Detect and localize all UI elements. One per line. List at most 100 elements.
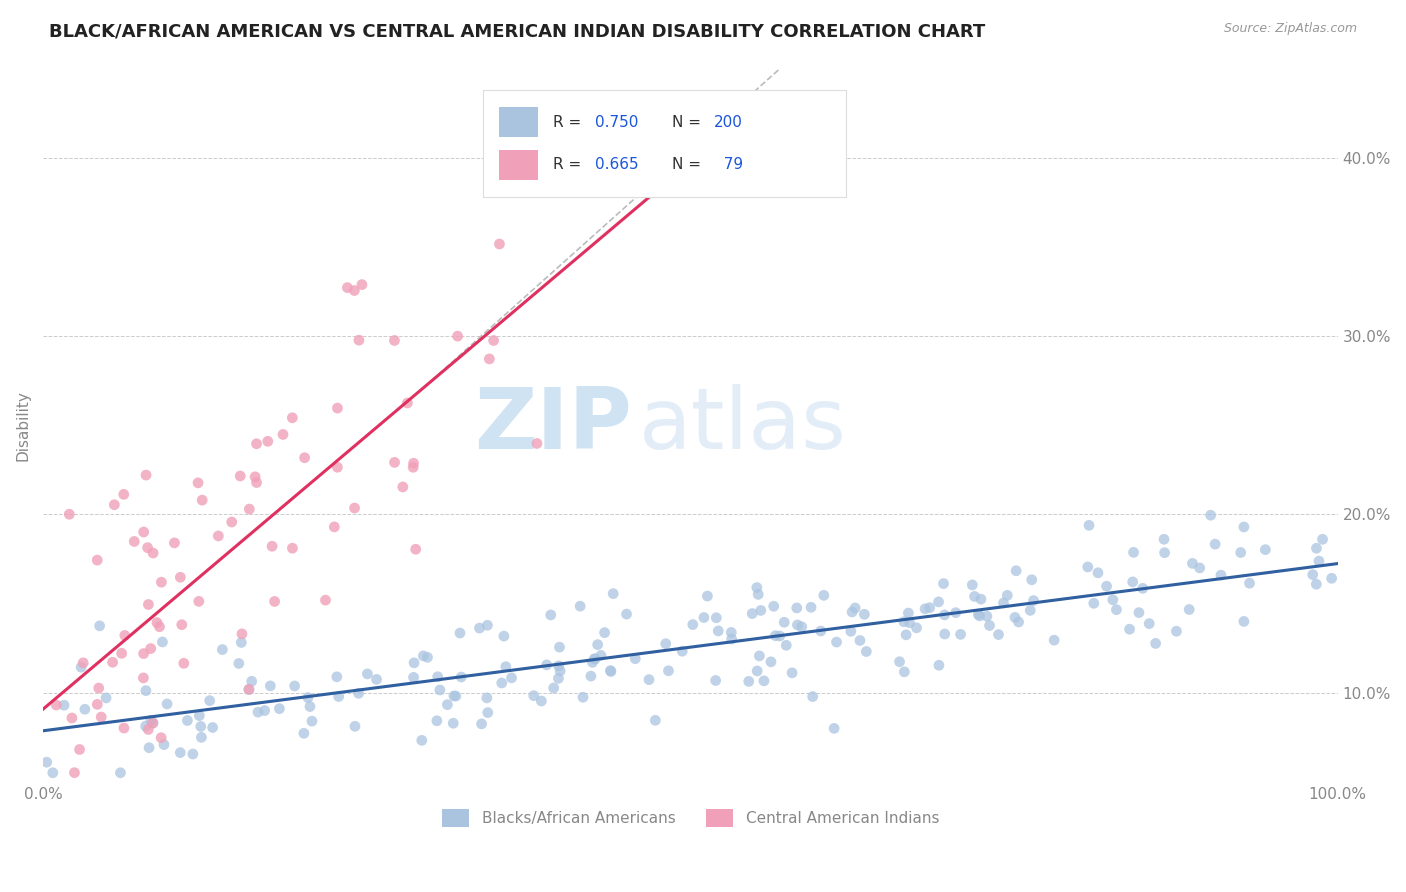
Point xyxy=(45,698,67,712)
Point xyxy=(1137,616,1160,631)
Point xyxy=(1209,568,1232,582)
Point xyxy=(543,681,565,695)
Point xyxy=(181,747,204,761)
Point xyxy=(720,625,742,640)
Point xyxy=(132,524,155,539)
Point xyxy=(190,719,212,733)
Point xyxy=(152,635,174,649)
Point xyxy=(526,436,548,450)
Point xyxy=(1153,533,1175,547)
Point xyxy=(384,455,406,469)
Text: Source: ZipAtlas.com: Source: ZipAtlas.com xyxy=(1223,22,1357,36)
Point xyxy=(853,607,876,622)
Point xyxy=(173,657,195,671)
Text: ZIP: ZIP xyxy=(474,384,633,467)
Point xyxy=(523,689,546,703)
Point xyxy=(1254,542,1277,557)
Point xyxy=(347,686,370,700)
Point xyxy=(328,690,350,704)
Point xyxy=(1122,545,1144,559)
Point xyxy=(1043,633,1066,648)
Point xyxy=(671,644,693,658)
Point xyxy=(475,690,498,705)
Point xyxy=(243,470,266,484)
Point xyxy=(69,742,91,756)
Point xyxy=(1105,602,1128,616)
Point xyxy=(411,733,433,747)
Point xyxy=(1077,560,1099,574)
Point xyxy=(350,277,373,292)
Point xyxy=(894,628,917,642)
Point xyxy=(449,626,471,640)
Point xyxy=(471,717,494,731)
Point xyxy=(343,284,366,298)
Point xyxy=(1007,615,1029,629)
Point xyxy=(238,502,260,516)
Point xyxy=(641,161,664,176)
Point xyxy=(932,576,955,591)
Point xyxy=(256,434,278,449)
Point xyxy=(90,710,112,724)
Point xyxy=(301,714,323,728)
Point xyxy=(153,738,176,752)
Point xyxy=(949,627,972,641)
Point xyxy=(323,520,346,534)
Point xyxy=(404,656,426,670)
Point xyxy=(1153,546,1175,560)
Point xyxy=(1188,561,1211,575)
Point xyxy=(228,657,250,671)
Point xyxy=(934,627,956,641)
Point xyxy=(720,632,742,646)
Point xyxy=(245,475,267,490)
Point xyxy=(599,664,621,678)
Point xyxy=(893,615,915,629)
Text: 79: 79 xyxy=(714,157,742,172)
Point xyxy=(569,599,592,614)
Point xyxy=(146,615,169,630)
Point xyxy=(426,714,449,728)
Point xyxy=(738,674,761,689)
Point xyxy=(477,706,499,720)
Y-axis label: Disability: Disability xyxy=(15,390,30,460)
Point xyxy=(229,469,252,483)
Point xyxy=(976,609,998,624)
Point xyxy=(441,716,464,731)
Point xyxy=(135,719,157,733)
Point xyxy=(163,536,186,550)
Point xyxy=(540,607,562,622)
Point xyxy=(444,689,467,703)
Point xyxy=(970,592,993,607)
Point xyxy=(775,638,797,652)
Text: 0.750: 0.750 xyxy=(595,114,638,129)
Point xyxy=(240,674,263,689)
Point xyxy=(945,606,967,620)
Point xyxy=(356,666,378,681)
Point xyxy=(1078,518,1101,533)
Point xyxy=(741,607,763,621)
Point xyxy=(150,575,173,590)
Point xyxy=(810,624,832,638)
Point xyxy=(343,719,366,733)
Point xyxy=(86,553,108,567)
Point xyxy=(42,765,65,780)
Point xyxy=(122,534,145,549)
Point xyxy=(1320,571,1343,585)
Point xyxy=(934,607,956,622)
Point xyxy=(135,683,157,698)
Point xyxy=(1101,592,1123,607)
Point xyxy=(1181,557,1204,571)
Point xyxy=(191,493,214,508)
Point xyxy=(138,598,160,612)
Point xyxy=(979,618,1001,632)
Point xyxy=(443,689,465,703)
Point xyxy=(468,621,491,635)
Point xyxy=(384,334,406,348)
Point xyxy=(402,670,425,684)
Point xyxy=(231,635,253,649)
Point xyxy=(786,618,808,632)
Point xyxy=(749,603,772,617)
Point xyxy=(745,581,768,595)
Point xyxy=(169,570,191,584)
Point xyxy=(60,711,83,725)
Point xyxy=(87,681,110,695)
